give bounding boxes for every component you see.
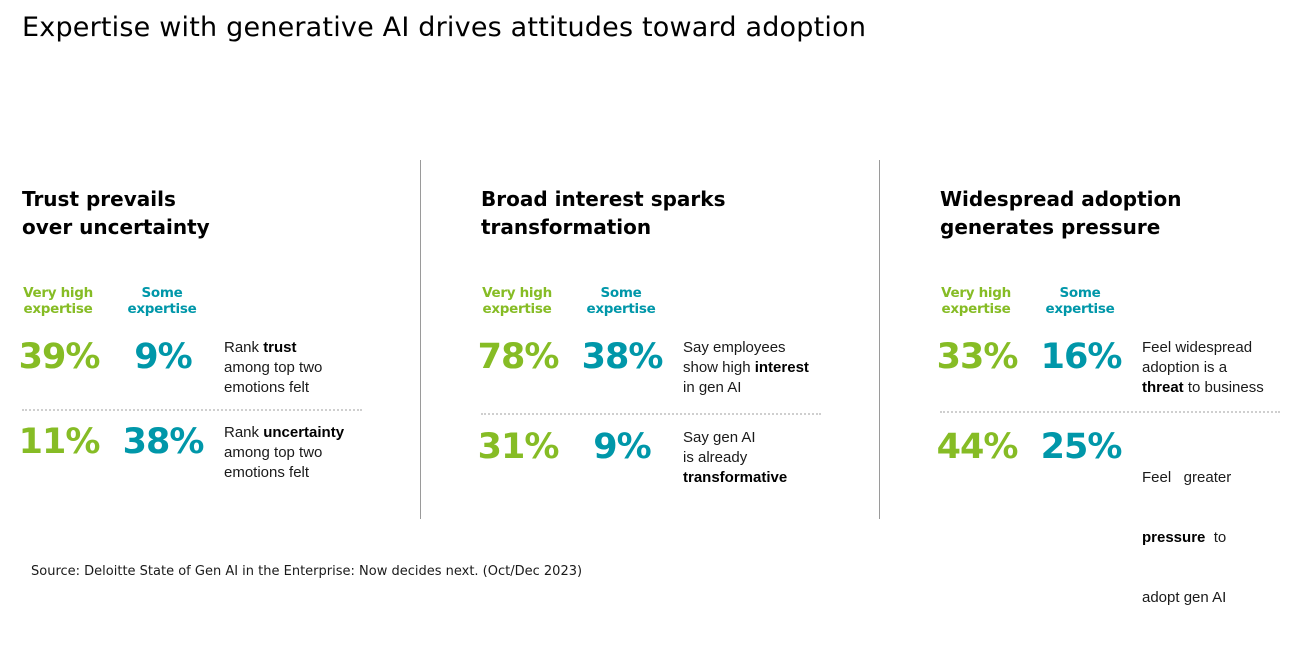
column-label-very-high-line-2: expertise (482, 301, 552, 317)
desc-emphasis: interest (754, 359, 809, 376)
stat-description: Rank trust among top two emotions felt (224, 338, 384, 398)
panel-divider-1 (420, 160, 421, 519)
page-title: Expertise with generative AI drives atti… (22, 12, 867, 43)
column-label-very-high: Very high expertise (18, 285, 98, 317)
stat-description: Rank uncertainty among top two emotions … (224, 423, 384, 483)
column-label-very-high: Very high expertise (477, 285, 557, 317)
desc-text: Rank (224, 339, 264, 356)
desc-line-2: is already (683, 449, 748, 466)
stat-very-high: 11% (18, 422, 101, 462)
desc-line-1: Feel widespread (1142, 339, 1253, 356)
stat-some: 38% (122, 422, 205, 462)
dotted-separator (481, 413, 821, 415)
stat-description: Feel greater pressure to adopt gen AI (1142, 428, 1302, 648)
desc-emphasis: threat (1142, 379, 1184, 396)
column-label-some-line-2: expertise (586, 301, 656, 317)
stat-very-high: 31% (477, 427, 560, 467)
column-label-some-line-2: expertise (127, 301, 197, 317)
desc-text: Rank (224, 424, 264, 441)
panel-heading: Broad interest sparks transformation (481, 185, 841, 241)
desc-emphasis: uncertainty (263, 424, 345, 441)
stat-row-pressure: 44% 25% Feel greater pressure to adopt g… (937, 427, 1300, 606)
stat-some: 38% (581, 337, 664, 377)
column-label-some-line-2: expertise (1045, 301, 1115, 317)
column-label-some: Some expertise (122, 285, 202, 317)
desc-text: show high (683, 359, 755, 376)
column-label-very-high-line-1: Very high (941, 285, 1011, 301)
stat-row-threat: 33% 16% Feel widespread adoption is a th… (937, 337, 1302, 407)
stat-description: Say employees show high interest in gen … (683, 338, 843, 398)
column-label-some: Some expertise (1040, 285, 1120, 317)
desc-line-1: Feel greater (1142, 469, 1232, 486)
stat-row-transformative: 31% 9% Say gen AI is already transformat… (478, 427, 843, 497)
desc-line-1: Say gen AI (683, 429, 756, 446)
stat-some: 16% (1040, 337, 1123, 377)
column-label-very-high: Very high expertise (936, 285, 1016, 317)
panel-heading-line-1: Broad interest sparks (481, 187, 726, 211)
panel-heading: Trust prevails over uncertainty (22, 185, 382, 241)
desc-emphasis: trust (263, 339, 297, 356)
dotted-separator (22, 409, 362, 411)
dotted-separator (940, 411, 1280, 413)
desc-line-3: in gen AI (683, 379, 742, 396)
desc-line-2: among top two (224, 444, 323, 461)
column-label-very-high-line-2: expertise (941, 301, 1011, 317)
column-label-very-high-line-1: Very high (482, 285, 552, 301)
panel-heading-line-2: generates pressure (940, 215, 1161, 239)
stat-some: 9% (134, 337, 192, 377)
desc-line-2: adoption is a (1142, 359, 1228, 376)
stat-row-interest: 78% 38% Say employees show high interest… (478, 337, 843, 407)
panel-trust: Trust prevails over uncertainty Very hig… (19, 185, 402, 505)
desc-emphasis: transformative (683, 469, 788, 486)
stat-very-high: 33% (936, 337, 1019, 377)
stat-some: 9% (593, 427, 651, 467)
desc-text: to (1205, 529, 1227, 546)
desc-line-3: adopt gen AI (1142, 589, 1227, 606)
panel-heading-line-1: Widespread adoption (940, 187, 1182, 211)
column-label-some-line-1: Some (141, 285, 183, 301)
stat-row-uncertainty: 11% 38% Rank uncertainty among top two e… (19, 422, 384, 492)
desc-text: to business (1183, 379, 1264, 396)
panel-heading-line-2: transformation (481, 215, 652, 239)
stat-description: Say gen AI is already transformative (683, 428, 843, 488)
source-note: Source: Deloitte State of Gen AI in the … (31, 564, 583, 579)
panel-divider-2 (879, 160, 880, 519)
column-label-some-line-1: Some (1059, 285, 1101, 301)
column-label-some: Some expertise (581, 285, 661, 317)
desc-line-2: among top two (224, 359, 323, 376)
panel-adoption: Widespread adoption generates pressure V… (937, 185, 1302, 606)
stat-some: 25% (1040, 427, 1123, 467)
desc-line-3: emotions felt (224, 379, 310, 396)
stat-very-high: 44% (936, 427, 1019, 467)
stat-very-high: 39% (18, 337, 101, 377)
desc-line-1: Say employees (683, 339, 786, 356)
stat-row-trust: 39% 9% Rank trust among top two emotions… (19, 337, 384, 407)
column-label-very-high-line-1: Very high (23, 285, 93, 301)
desc-emphasis: pressure (1142, 529, 1206, 546)
stat-description: Feel widespread adoption is a threat to … (1142, 338, 1302, 398)
column-label-some-line-1: Some (600, 285, 642, 301)
panel-interest: Broad interest sparks transformation Ver… (478, 185, 861, 505)
panel-heading-line-2: over uncertainty (22, 215, 210, 239)
column-label-very-high-line-2: expertise (23, 301, 93, 317)
panel-heading-line-1: Trust prevails (22, 187, 176, 211)
stat-very-high: 78% (477, 337, 560, 377)
desc-line-3: emotions felt (224, 464, 310, 481)
panel-heading: Widespread adoption generates pressure (940, 185, 1300, 241)
